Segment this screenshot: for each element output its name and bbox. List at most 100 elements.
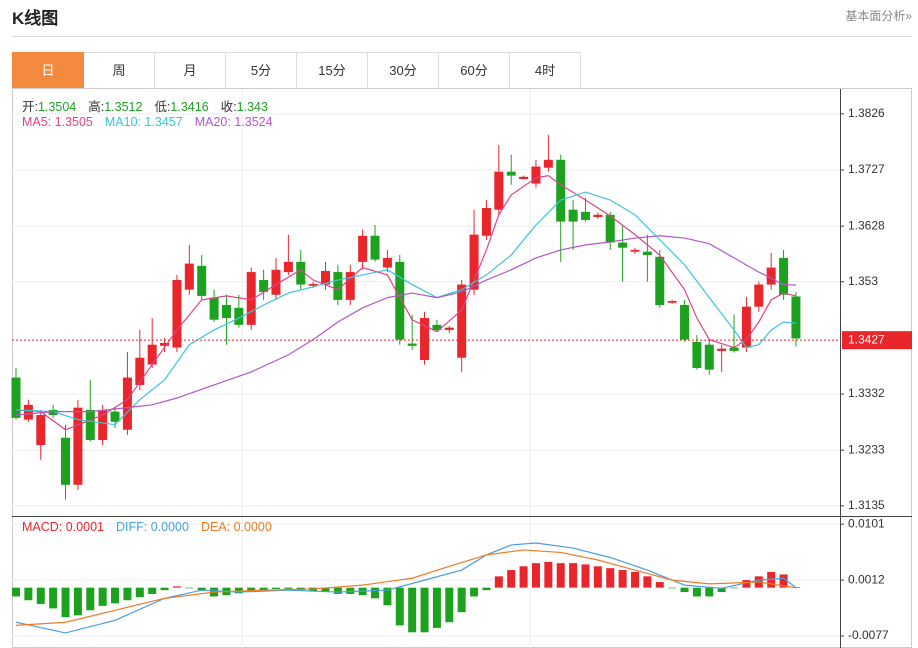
candle-body xyxy=(655,256,665,305)
legend-entry: DIFF: 0.0000 xyxy=(115,520,189,534)
macd-line xyxy=(15,549,797,626)
macd-bar xyxy=(234,587,243,594)
candle-body xyxy=(85,409,95,440)
macd-bar xyxy=(395,587,404,626)
candle-body xyxy=(444,327,454,330)
candle-body xyxy=(791,296,801,339)
candle-body xyxy=(481,207,491,236)
macd-bar xyxy=(457,587,466,613)
candle-body xyxy=(296,261,306,285)
candle-body xyxy=(618,242,628,248)
macd-bar xyxy=(123,587,132,601)
macd-bar xyxy=(24,587,33,601)
divider xyxy=(12,36,912,37)
macd-bar xyxy=(247,587,256,593)
macd-bar xyxy=(655,582,664,588)
macd-bar xyxy=(556,563,565,588)
candle-body xyxy=(568,209,578,222)
y-tick-label: 1.3332 xyxy=(848,386,885,400)
macd-bar xyxy=(680,587,689,593)
macd-bar xyxy=(631,571,639,588)
macd-bar xyxy=(519,566,528,588)
macd-bar xyxy=(172,586,181,588)
candle-body xyxy=(283,261,293,273)
macd-bar xyxy=(148,587,157,594)
candle-body xyxy=(680,304,690,340)
macd-bar xyxy=(531,563,540,588)
macd-bar xyxy=(445,587,454,623)
macd-bar xyxy=(767,571,776,588)
y-tick-label: 1.3135 xyxy=(848,498,885,512)
macd-bar xyxy=(111,587,120,604)
candle-body xyxy=(642,251,652,256)
candle-body xyxy=(692,341,702,368)
macd-bar xyxy=(705,587,714,597)
candle-body xyxy=(221,304,231,319)
candle-body xyxy=(11,377,21,418)
ohlc-label: 开: xyxy=(22,100,38,114)
candle-body xyxy=(209,297,219,320)
candle-body xyxy=(506,171,516,176)
macd-bar xyxy=(321,587,330,593)
candle-body xyxy=(420,318,430,361)
candle-body xyxy=(704,344,714,370)
candle-body xyxy=(556,159,566,222)
macd-bar xyxy=(581,564,590,588)
period-tabs: 日周月 5分 15分 30分 60分 4时 xyxy=(12,52,581,89)
macd-bar xyxy=(618,570,627,588)
candle-body xyxy=(23,404,33,420)
macd-bar xyxy=(61,587,70,618)
macd-bar xyxy=(36,587,45,604)
macd-bar xyxy=(643,576,652,588)
candle-body xyxy=(370,235,380,260)
ohlc-item: 高:1.3512 xyxy=(88,96,142,115)
candle-body xyxy=(197,265,207,296)
candle-body xyxy=(605,214,615,243)
macd-bar xyxy=(692,587,701,597)
macd-bar xyxy=(717,587,726,593)
macd-bar xyxy=(730,587,739,589)
macd-bar xyxy=(569,563,578,588)
macd-bar xyxy=(482,587,491,591)
last-price-label: 1.3427 xyxy=(848,332,885,346)
macd-bar xyxy=(420,587,429,633)
candle-body xyxy=(135,357,145,385)
legend-entry: MACD: 0.0001 xyxy=(22,520,104,534)
macd-bar xyxy=(49,587,58,609)
candle-body xyxy=(779,257,789,295)
candle-body xyxy=(36,415,46,446)
macd-bar xyxy=(593,566,602,588)
candle-body xyxy=(593,214,603,218)
candle-body xyxy=(754,284,764,307)
y-tick-label: 1.3826 xyxy=(848,106,885,120)
y-tick-label: 1.3727 xyxy=(848,162,885,176)
ohlc-value: 1.343 xyxy=(236,100,268,114)
macd-bar xyxy=(333,587,342,594)
ma-line xyxy=(15,191,796,426)
ohlc-label: 低: xyxy=(154,100,171,114)
macd-bar xyxy=(408,587,417,633)
candle-body xyxy=(308,283,318,286)
macd-bar xyxy=(470,587,479,597)
fundamentals-link[interactable]: 基本面分析» xyxy=(845,9,912,23)
macd-bar xyxy=(12,587,20,597)
candle-body xyxy=(172,280,182,348)
macd-bar xyxy=(346,587,355,594)
candle-body xyxy=(766,267,776,285)
macd-bar xyxy=(507,570,516,588)
y-tick-label: 1.3233 xyxy=(848,442,885,456)
candle-body xyxy=(717,348,727,351)
macd-bar xyxy=(86,587,95,611)
candle-body xyxy=(184,263,194,290)
macd-bar xyxy=(494,576,503,588)
ohlc-value: 1.3416 xyxy=(170,100,209,114)
period-tab[interactable]: 日 xyxy=(12,52,84,89)
macd-bar xyxy=(259,587,268,591)
ma-line xyxy=(15,235,796,416)
ohlc-label: 高: xyxy=(88,100,105,114)
candle-body xyxy=(395,261,405,340)
candle-body xyxy=(630,249,640,252)
candle-body xyxy=(110,411,120,422)
y-tick-label: 1.353 xyxy=(848,274,878,288)
last-price-tag xyxy=(842,331,912,350)
